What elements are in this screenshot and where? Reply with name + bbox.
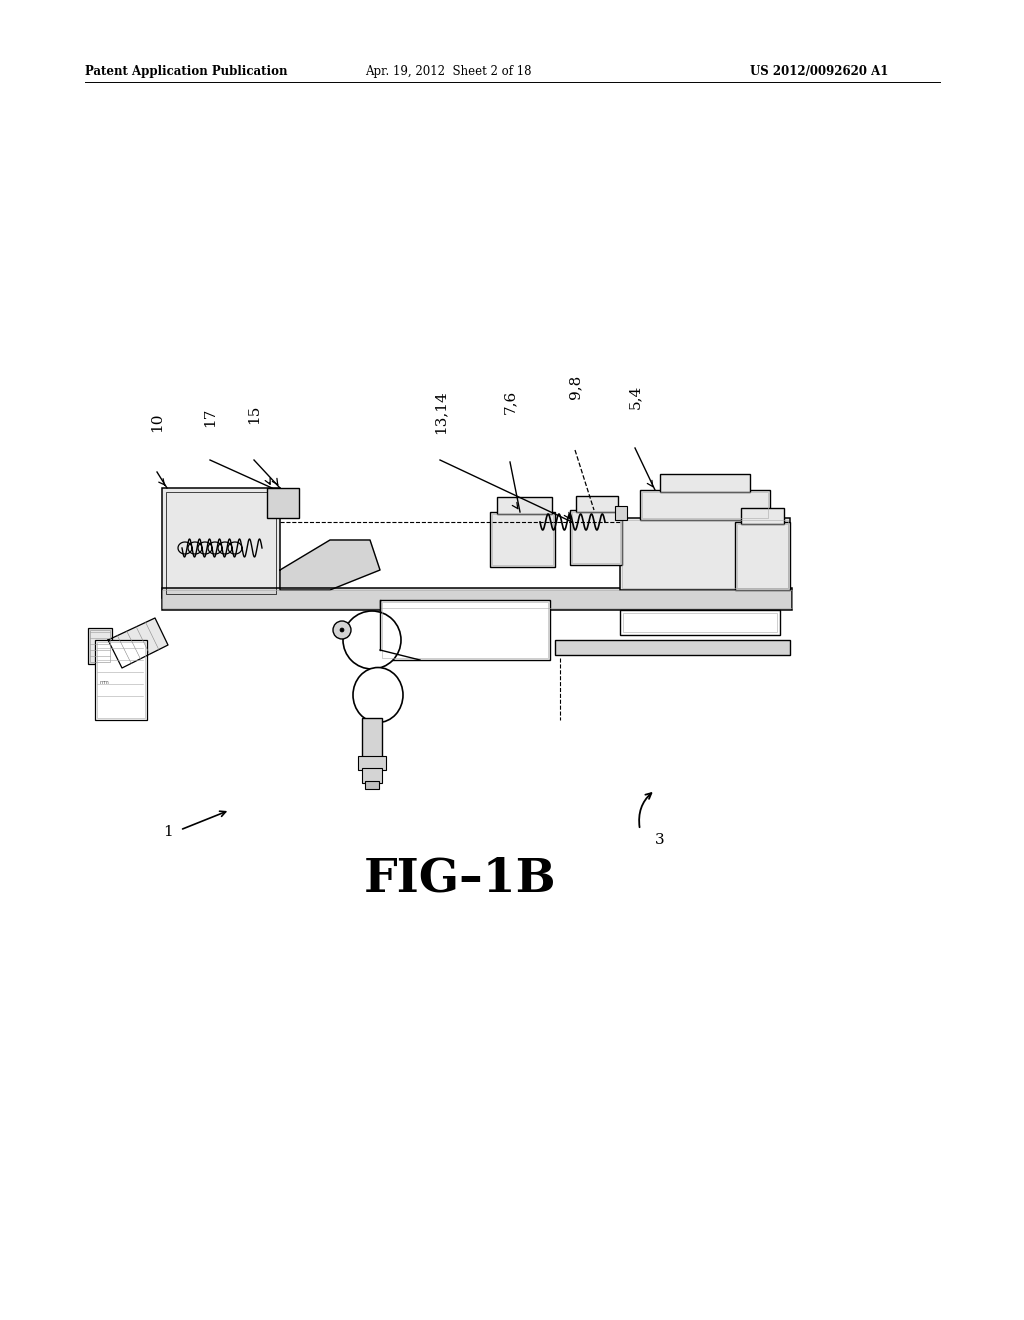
Bar: [362, 768, 382, 783]
Bar: [623, 612, 777, 632]
Text: 17: 17: [203, 408, 217, 428]
Text: 3: 3: [655, 833, 665, 847]
Bar: [492, 513, 553, 565]
Bar: [97, 642, 145, 718]
Bar: [162, 590, 792, 609]
Ellipse shape: [333, 620, 351, 639]
Text: 13,14: 13,14: [433, 389, 447, 434]
Bar: [575, 496, 618, 512]
Bar: [620, 517, 790, 590]
Text: Patent Application Publication: Patent Application Publication: [85, 65, 288, 78]
Bar: [640, 490, 770, 520]
Ellipse shape: [353, 668, 403, 722]
Text: US 2012/0092620 A1: US 2012/0092620 A1: [750, 65, 889, 78]
Text: 15: 15: [247, 405, 261, 424]
Bar: [741, 508, 784, 524]
Bar: [90, 630, 110, 663]
Text: FIG–1B: FIG–1B: [364, 855, 556, 902]
Bar: [497, 498, 552, 513]
Bar: [620, 610, 780, 635]
Ellipse shape: [340, 628, 344, 632]
Bar: [735, 521, 790, 590]
Text: 10: 10: [150, 413, 164, 433]
Bar: [490, 512, 555, 568]
Bar: [555, 640, 790, 655]
Bar: [162, 587, 792, 610]
Polygon shape: [280, 540, 380, 590]
Bar: [88, 628, 112, 664]
Text: 9,8: 9,8: [568, 375, 582, 399]
Text: 7,6: 7,6: [503, 389, 517, 414]
Bar: [660, 474, 750, 492]
Bar: [382, 602, 548, 657]
Bar: [642, 492, 768, 517]
Bar: [570, 510, 622, 565]
Bar: [572, 512, 620, 564]
Polygon shape: [108, 618, 168, 668]
Bar: [95, 640, 147, 719]
Text: Apr. 19, 2012  Sheet 2 of 18: Apr. 19, 2012 Sheet 2 of 18: [365, 65, 531, 78]
Bar: [166, 492, 276, 594]
Bar: [737, 524, 788, 587]
Bar: [162, 488, 280, 598]
Bar: [358, 756, 386, 770]
Bar: [365, 781, 379, 789]
Bar: [615, 506, 627, 520]
Text: mm: mm: [100, 680, 110, 685]
Bar: [622, 520, 788, 587]
Text: 1: 1: [163, 825, 173, 840]
Text: 5,4: 5,4: [628, 385, 642, 409]
Bar: [267, 488, 299, 517]
Bar: [380, 601, 550, 660]
Ellipse shape: [343, 611, 401, 669]
Bar: [362, 718, 382, 758]
